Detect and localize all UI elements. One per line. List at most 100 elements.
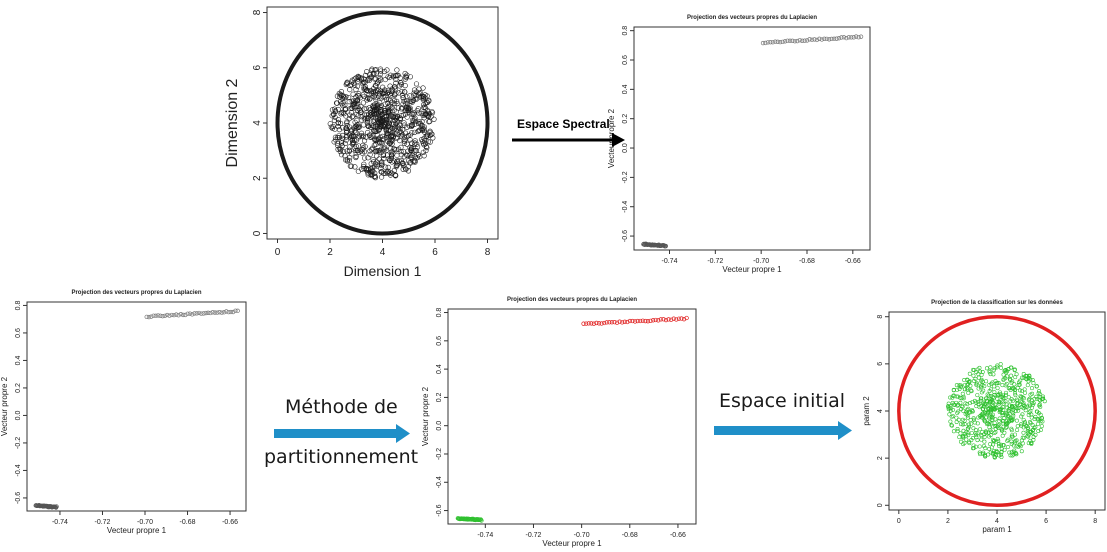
disc-point <box>380 170 387 176</box>
disc-point <box>958 422 963 427</box>
disc-point <box>1030 422 1035 427</box>
disc-point <box>352 164 358 170</box>
disc-point <box>398 106 405 112</box>
disc-point <box>986 393 991 398</box>
disc-point <box>991 442 996 447</box>
disc-point <box>340 103 346 109</box>
segment-point <box>196 310 202 316</box>
disc-point <box>360 92 366 98</box>
y-tick-label: 0.4 <box>622 84 629 94</box>
disc-point <box>352 119 358 125</box>
x-tick-label: 8 <box>485 247 491 258</box>
disc-point <box>1013 440 1018 445</box>
disc-point <box>387 140 393 146</box>
plot-frame <box>447 308 697 525</box>
disc-point <box>1007 386 1012 391</box>
segment-point <box>151 313 156 318</box>
segment-point <box>822 36 827 41</box>
disc-point <box>373 110 379 117</box>
disc-point <box>346 99 352 105</box>
segment-point <box>827 37 832 42</box>
disc-point <box>976 402 981 407</box>
segment-point <box>800 38 805 43</box>
segment-point <box>614 320 620 325</box>
disc-point <box>327 121 333 127</box>
segment-point <box>849 35 854 40</box>
disc-point <box>1030 377 1035 382</box>
disc-point <box>405 158 412 164</box>
disc-point <box>343 137 349 143</box>
segment-point <box>205 310 211 315</box>
disc-point <box>965 431 970 436</box>
segment-point <box>180 312 186 318</box>
disc-point <box>1025 425 1030 430</box>
disc-point <box>1010 404 1015 409</box>
disc-point <box>368 110 374 116</box>
disc-point <box>361 106 367 112</box>
disc-point <box>368 122 375 128</box>
disc-point <box>353 111 359 117</box>
disc-point <box>361 93 367 100</box>
segment-point <box>602 320 607 326</box>
disc-point <box>407 152 413 158</box>
disc-point <box>997 443 1002 448</box>
disc-point <box>364 69 370 75</box>
disc-point <box>966 390 971 395</box>
x-tick-label: -0.68 <box>622 532 638 539</box>
disc-point <box>1024 377 1029 382</box>
disc-point <box>425 113 431 120</box>
disc-point <box>1036 428 1041 433</box>
disc-point <box>342 95 348 101</box>
y-tick-label: 0.4 <box>15 355 22 365</box>
disc-point <box>991 395 996 400</box>
arrow-spectral-label: Espace Spectral <box>517 117 610 131</box>
disc-point <box>346 148 352 155</box>
disc-point <box>1037 403 1042 408</box>
disc-point <box>365 129 371 136</box>
disc-point <box>987 383 992 388</box>
x-tick-label: -0.66 <box>222 519 238 526</box>
disc-point <box>332 126 338 132</box>
segment-point <box>479 518 484 523</box>
disc-point <box>1007 377 1012 382</box>
segment-point <box>656 318 661 323</box>
disc-point <box>398 130 404 136</box>
disc-point <box>967 441 972 446</box>
disc-point <box>1009 419 1014 424</box>
segment-point <box>144 314 149 320</box>
scatter-panel-original: 0 2 4 6 8 0 2 4 6 8 Dimension 1 Dimension 2 <box>224 0 510 282</box>
disc-point <box>992 455 997 460</box>
disc-point <box>384 67 390 73</box>
x-axis-label: Dimension 1 <box>344 263 422 279</box>
segment-point <box>785 38 790 43</box>
segment-point <box>169 312 174 318</box>
x-tick-label: -0.66 <box>845 258 861 265</box>
disc-point <box>946 401 951 406</box>
disc-point <box>347 144 353 150</box>
segment-point <box>829 36 834 42</box>
segment-point <box>671 316 676 321</box>
disc-point <box>998 362 1003 367</box>
disc-point <box>351 133 357 140</box>
chart-title: Projection des vecteurs propres du Lapla… <box>71 290 201 296</box>
disc-point <box>375 114 381 121</box>
disc-point <box>956 417 961 422</box>
y-tick-label: -0.2 <box>622 171 629 183</box>
disc-point <box>1015 424 1020 429</box>
disc-point <box>428 114 434 120</box>
disc-point <box>415 128 421 135</box>
disc-point <box>376 139 382 145</box>
segment-point <box>658 317 663 322</box>
disc-point <box>1037 402 1042 407</box>
disc-point <box>412 129 418 135</box>
disc-point <box>397 137 403 144</box>
disc-point <box>1038 398 1043 403</box>
disc-point <box>979 437 984 442</box>
segment-point <box>612 319 617 325</box>
disc-point <box>404 153 410 159</box>
disc-point <box>993 426 998 431</box>
segment-point <box>208 310 213 316</box>
disc-point <box>966 424 971 429</box>
disc-point <box>988 450 993 455</box>
disc-point <box>1018 378 1023 383</box>
